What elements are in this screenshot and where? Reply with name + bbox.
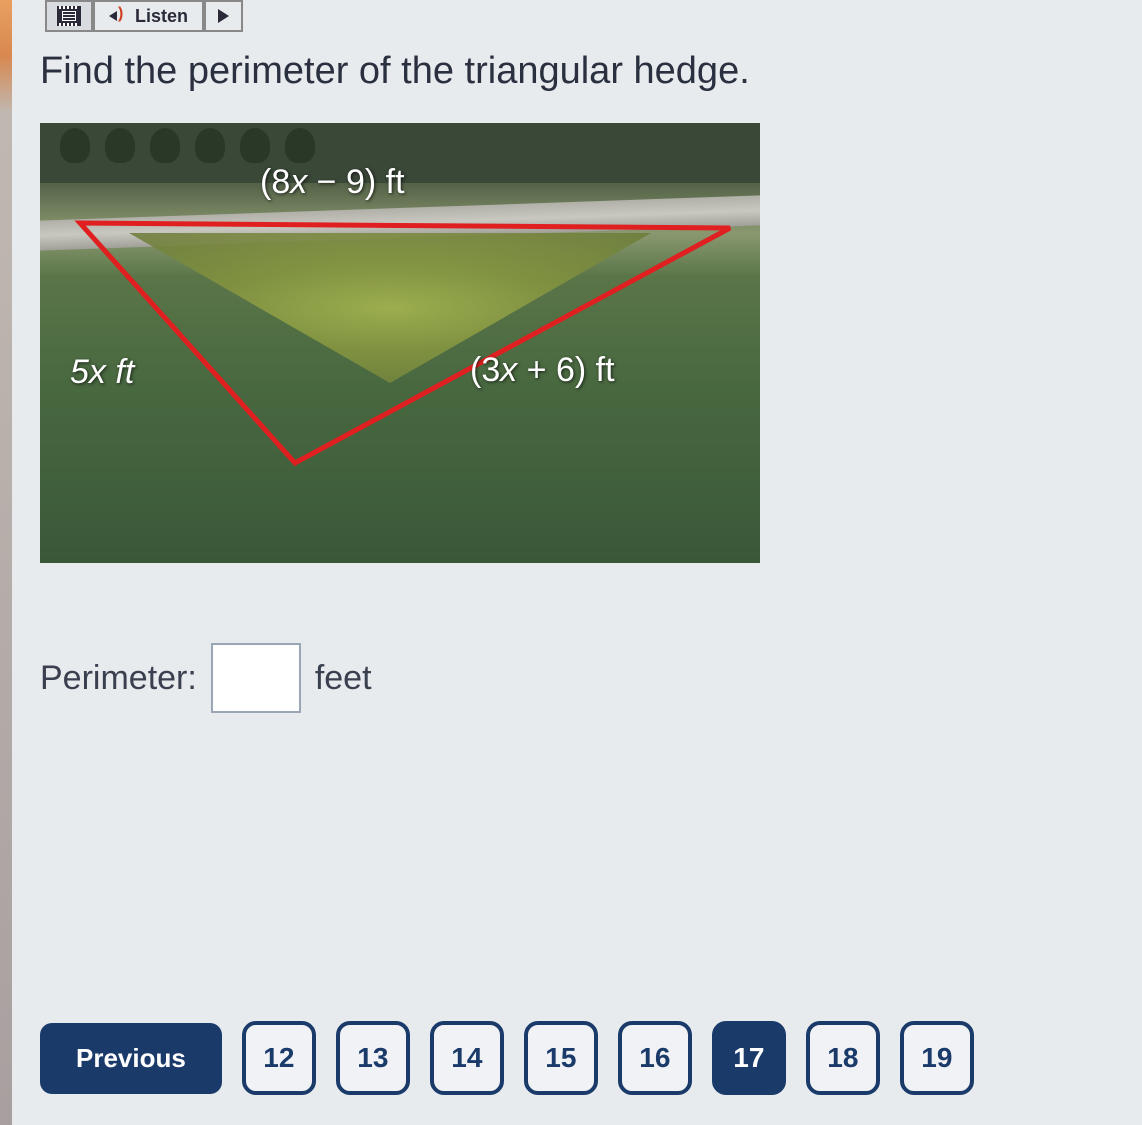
- left-edge-decoration: [0, 0, 12, 1125]
- answer-row: Perimeter: feet: [40, 643, 1122, 713]
- film-icon: [57, 6, 81, 26]
- page-button-18[interactable]: 18: [806, 1021, 880, 1095]
- page-button-15[interactable]: 15: [524, 1021, 598, 1095]
- page-button-16[interactable]: 16: [618, 1021, 692, 1095]
- label-left-side: 5x ft: [70, 353, 134, 392]
- listen-button[interactable]: Listen: [93, 0, 204, 32]
- page-button-14[interactable]: 14: [430, 1021, 504, 1095]
- navigation-row: Previous 12 13 14 15 16 17 18 19: [40, 1021, 974, 1095]
- page-button-12[interactable]: 12: [242, 1021, 316, 1095]
- content-area: Listen Find the perimeter of the triangu…: [20, 0, 1142, 713]
- perimeter-input[interactable]: [211, 643, 301, 713]
- question-text: Find the perimeter of the triangular hed…: [40, 50, 1122, 93]
- film-button[interactable]: [45, 0, 93, 32]
- previous-button[interactable]: Previous: [40, 1023, 222, 1094]
- page-button-13[interactable]: 13: [336, 1021, 410, 1095]
- toolbar: Listen: [45, 0, 1122, 32]
- perimeter-label: Perimeter:: [40, 659, 197, 698]
- play-button[interactable]: [204, 0, 243, 32]
- label-top-side: (8x − 9) ft: [260, 163, 405, 202]
- listen-label: Listen: [135, 6, 188, 27]
- triangle-shape: [80, 223, 730, 463]
- sound-icon: [109, 7, 127, 25]
- page-button-17[interactable]: 17: [712, 1021, 786, 1095]
- play-icon: [218, 9, 229, 23]
- page-buttons-container: 12 13 14 15 16 17 18 19: [242, 1021, 974, 1095]
- page-button-19[interactable]: 19: [900, 1021, 974, 1095]
- diagram-image: (8x − 9) ft 5x ft (3x + 6) ft: [40, 123, 760, 563]
- perimeter-unit: feet: [315, 659, 372, 698]
- label-right-side: (3x + 6) ft: [470, 351, 615, 390]
